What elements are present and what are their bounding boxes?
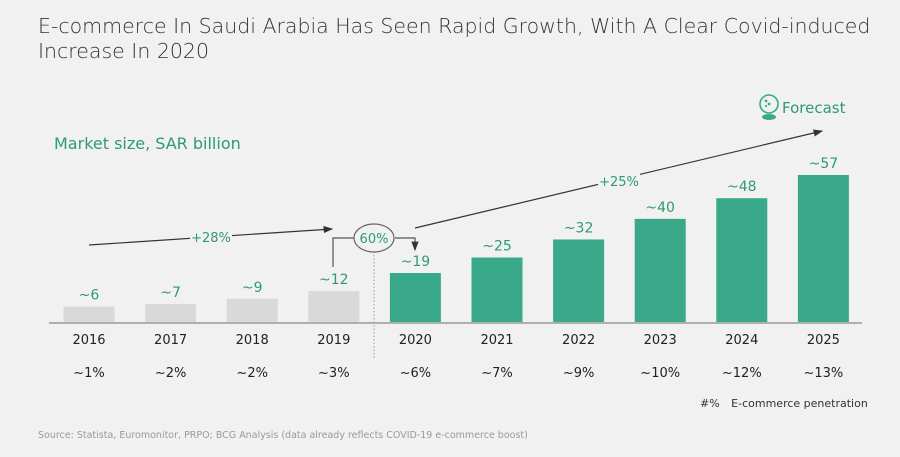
- data-label: ~12: [319, 272, 349, 288]
- y-axis-label: Market size, SAR billion: [54, 134, 241, 153]
- data-label: ~25: [482, 239, 512, 255]
- penetration-label: ~12%: [722, 366, 762, 381]
- bar-2016: [63, 306, 115, 322]
- penetration-label: ~10%: [640, 366, 680, 381]
- crystal-ball-icon: [759, 94, 779, 120]
- data-label: ~40: [645, 200, 675, 216]
- bar-2024: [716, 198, 768, 322]
- penetration-label: ~6%: [400, 366, 432, 381]
- bar-2022: [553, 239, 605, 322]
- data-label: ~48: [727, 179, 757, 195]
- penetration-label: ~3%: [318, 366, 350, 381]
- bar-2020: [389, 273, 441, 322]
- penetration-label: ~13%: [804, 366, 844, 381]
- legend: #% E-commerce penetration: [700, 397, 868, 410]
- x-tick-label: 2017: [154, 333, 187, 348]
- forecast-label: Forecast: [782, 99, 846, 117]
- bar-2018: [226, 298, 278, 322]
- cagr-label-bg: [598, 172, 640, 188]
- x-tick-label: 2019: [317, 333, 350, 348]
- x-tick-label: 2016: [72, 333, 105, 348]
- data-label: ~6: [79, 288, 100, 304]
- x-tick-label: 2018: [236, 333, 269, 348]
- x-tick-label: 2023: [644, 333, 677, 348]
- penetration-label: ~1%: [73, 366, 105, 381]
- x-tick-label: 2021: [480, 333, 513, 348]
- bar-2023: [634, 218, 686, 322]
- penetration-label: ~7%: [481, 366, 513, 381]
- penetration-label: ~9%: [563, 366, 595, 381]
- bar-2021: [471, 257, 523, 322]
- penetration-label: ~2%: [155, 366, 187, 381]
- growth-label: 60%: [360, 232, 389, 247]
- chart-title: E-commerce In Saudi Arabia Has Seen Rapi…: [38, 14, 871, 63]
- cagr-label-historical: +28%: [191, 231, 231, 246]
- x-tick-label: 2024: [725, 333, 758, 348]
- source-note: Source: Statista, Euromonitor, PRPO; BCG…: [38, 430, 528, 441]
- penetration-label: ~2%: [236, 366, 268, 381]
- data-label: ~32: [564, 220, 594, 236]
- growth-ellipse: [353, 223, 395, 253]
- x-tick-label: 2022: [562, 333, 595, 348]
- x-tick-label: 2020: [399, 333, 432, 348]
- cagr-label-forecast: +25%: [599, 175, 639, 190]
- data-label: ~57: [809, 156, 839, 172]
- growth-connector-right: [395, 237, 419, 252]
- data-label: ~9: [242, 280, 263, 296]
- forecast-badge: Forecast: [758, 93, 845, 123]
- x-tick-label: 2025: [807, 333, 840, 348]
- legend-label: E-commerce penetration: [731, 397, 868, 410]
- bar-2019: [308, 291, 360, 322]
- growth-connector-left: [332, 237, 354, 267]
- cagr-label-bg: [190, 228, 232, 244]
- data-label: ~19: [401, 254, 431, 270]
- data-label: ~7: [160, 285, 181, 301]
- bar-2025: [797, 175, 849, 322]
- legend-key: #%: [700, 397, 720, 410]
- bar-2017: [145, 303, 197, 322]
